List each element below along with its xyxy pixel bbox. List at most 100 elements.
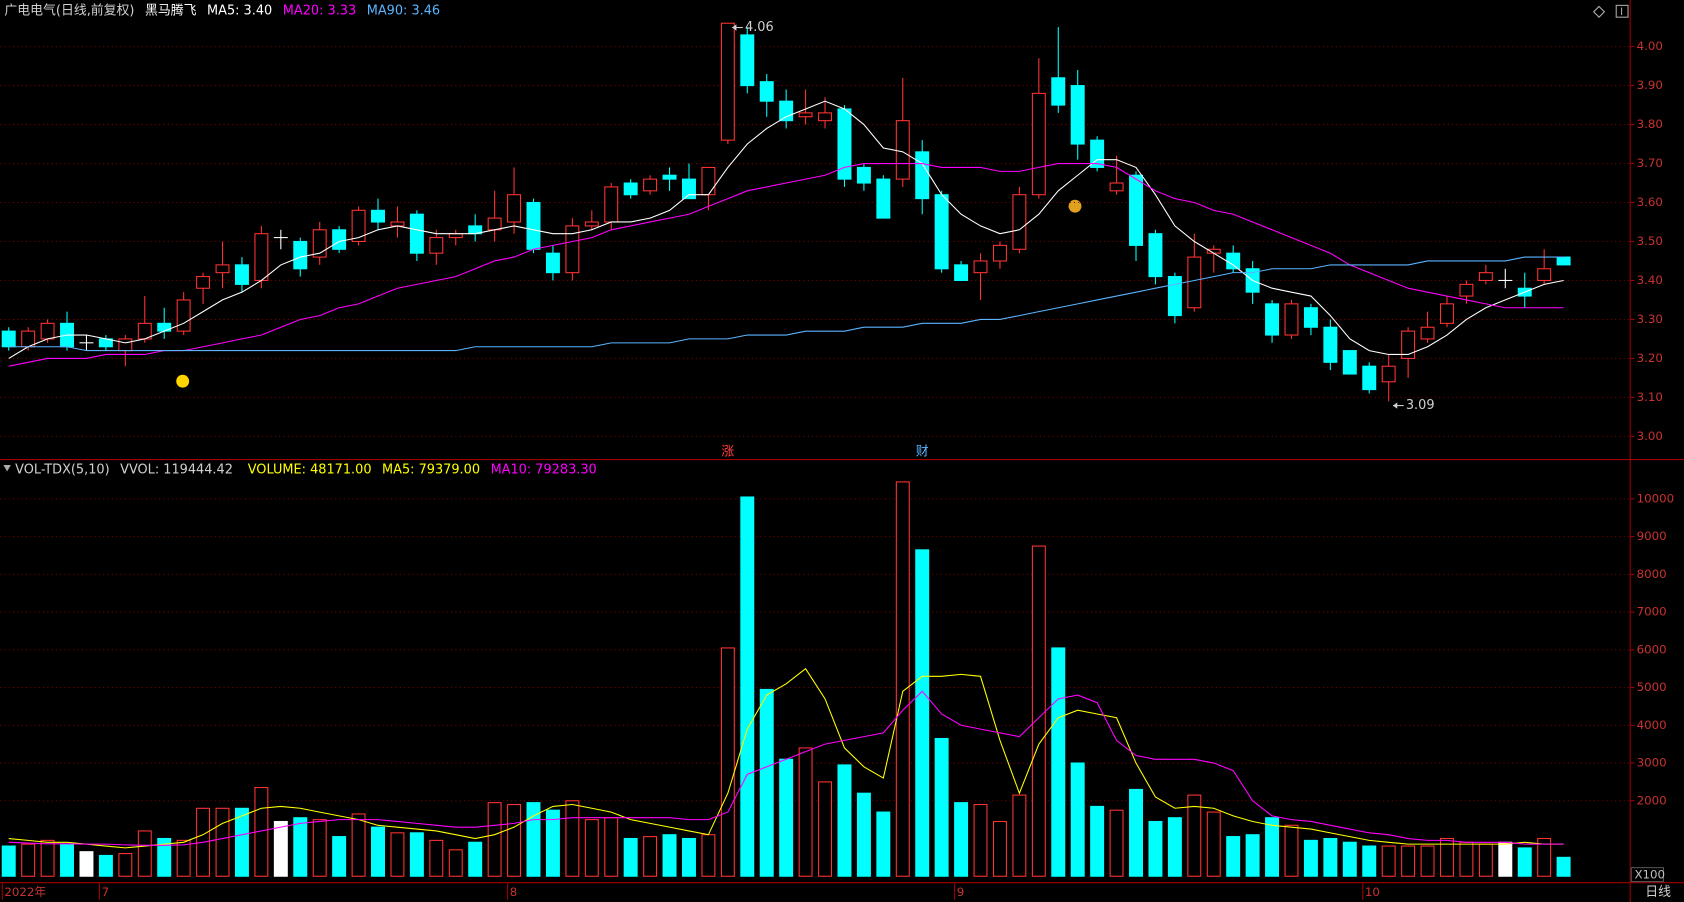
y-tick-label: 9000 [1637,529,1667,543]
volume-bar [837,764,852,877]
volume-bar [992,820,1007,877]
candle-body [293,240,308,270]
candle-body [1342,350,1357,375]
volume-bar [1381,845,1396,877]
candle-body [507,194,522,223]
y-tick-label: 2000 [1637,793,1667,807]
volume-bar [526,802,541,877]
ma-line [8,256,1564,352]
volume-bar [1245,834,1260,877]
candle-body [915,151,930,200]
volume-bar [1342,841,1357,877]
volume-bar [429,839,444,877]
y-tick-label: 3.90 [1637,78,1663,92]
volume-bar [876,811,891,877]
legend-entry: MA20: 3.33 [283,3,356,18]
volume-bar [1362,845,1377,877]
candle-body [973,260,988,274]
candle-body [643,178,658,192]
candle-body [1323,326,1338,363]
volume-bar [137,830,152,877]
volume-bar [468,841,483,877]
volume-bar [1440,837,1454,877]
candle-body [1167,276,1182,317]
candle-body [40,322,55,340]
candle-body [351,209,366,243]
volume-bar [1517,847,1532,877]
volume-bar [1420,845,1435,877]
candle-body [1556,256,1571,266]
collapse-icon[interactable] [3,464,11,472]
volume-bar [798,747,813,877]
y-tick-label: 3.50 [1637,234,1663,248]
volume-bar [1148,820,1163,877]
candle-body [895,120,910,180]
candle-body [876,178,891,219]
legend-entry: MA90: 3.46 [367,3,440,18]
volume-bar [818,781,833,877]
window-icon[interactable] [1615,4,1629,18]
volume-bar [273,820,288,877]
candle-body [332,229,347,250]
candle-body [1129,174,1143,246]
legend-entry: MA10: 79283.30 [491,462,597,477]
candle-body [176,299,191,332]
volume-bar [915,549,930,877]
candle-body [1148,233,1163,278]
volume-bar [779,758,794,877]
money-icon [1068,199,1082,213]
unit-box [1630,867,1665,883]
volume-bar [176,839,191,877]
candle-body [1381,365,1396,383]
volume-bar [118,853,133,877]
y-tick-label: 4.00 [1637,39,1663,53]
volume-bar [545,809,560,877]
candle-body [118,338,133,352]
candle-body [1284,303,1299,336]
y-tick-label: 3.20 [1637,351,1663,365]
candle-body [1265,303,1280,336]
candle-body [429,237,444,254]
annotation: 3.09 [1406,398,1435,413]
candle-body [234,264,249,285]
candle-body [390,221,405,227]
candle-body [1478,272,1493,282]
candle-body [954,264,969,282]
volume-bar [1401,845,1416,877]
volume-bar [1129,788,1143,877]
ma-line [8,163,1564,367]
volume-title: VOL-TDX(5,10) [15,462,109,477]
legend-entry: MA5: 3.40 [207,3,272,18]
x-tick-label: 10 [1365,885,1380,899]
candle-body [1537,268,1552,282]
candle-body [1420,326,1435,340]
y-tick-label: 8000 [1637,567,1667,581]
volume-bar [856,792,871,877]
volume-bar [759,688,774,877]
diamond-icon[interactable] [1592,5,1606,18]
candle-body [1012,194,1027,250]
volume-bar [1167,817,1182,877]
volume-bar [604,817,619,877]
volume-bar [1109,809,1124,877]
candle-body [565,225,580,274]
period-label[interactable]: 日线 [1645,885,1671,900]
volume-bar [390,832,405,877]
x-tick-label: 8 [510,885,518,899]
candle-body [1031,92,1046,196]
smile-icon [176,374,190,388]
candle-body [526,201,541,250]
candle-body [720,22,735,141]
candle-body [1440,303,1454,324]
candle-body [1,330,16,348]
volume-bar [351,813,366,877]
volume-bar [234,807,249,877]
candle-body [798,112,813,118]
y-tick-label: 3.00 [1637,429,1663,443]
x-tick-label: 2022年 [4,885,46,899]
volume-bar [507,803,522,877]
volume-bar [1556,856,1571,877]
candle-body [662,174,677,180]
unit-label: X100 [1634,868,1665,882]
